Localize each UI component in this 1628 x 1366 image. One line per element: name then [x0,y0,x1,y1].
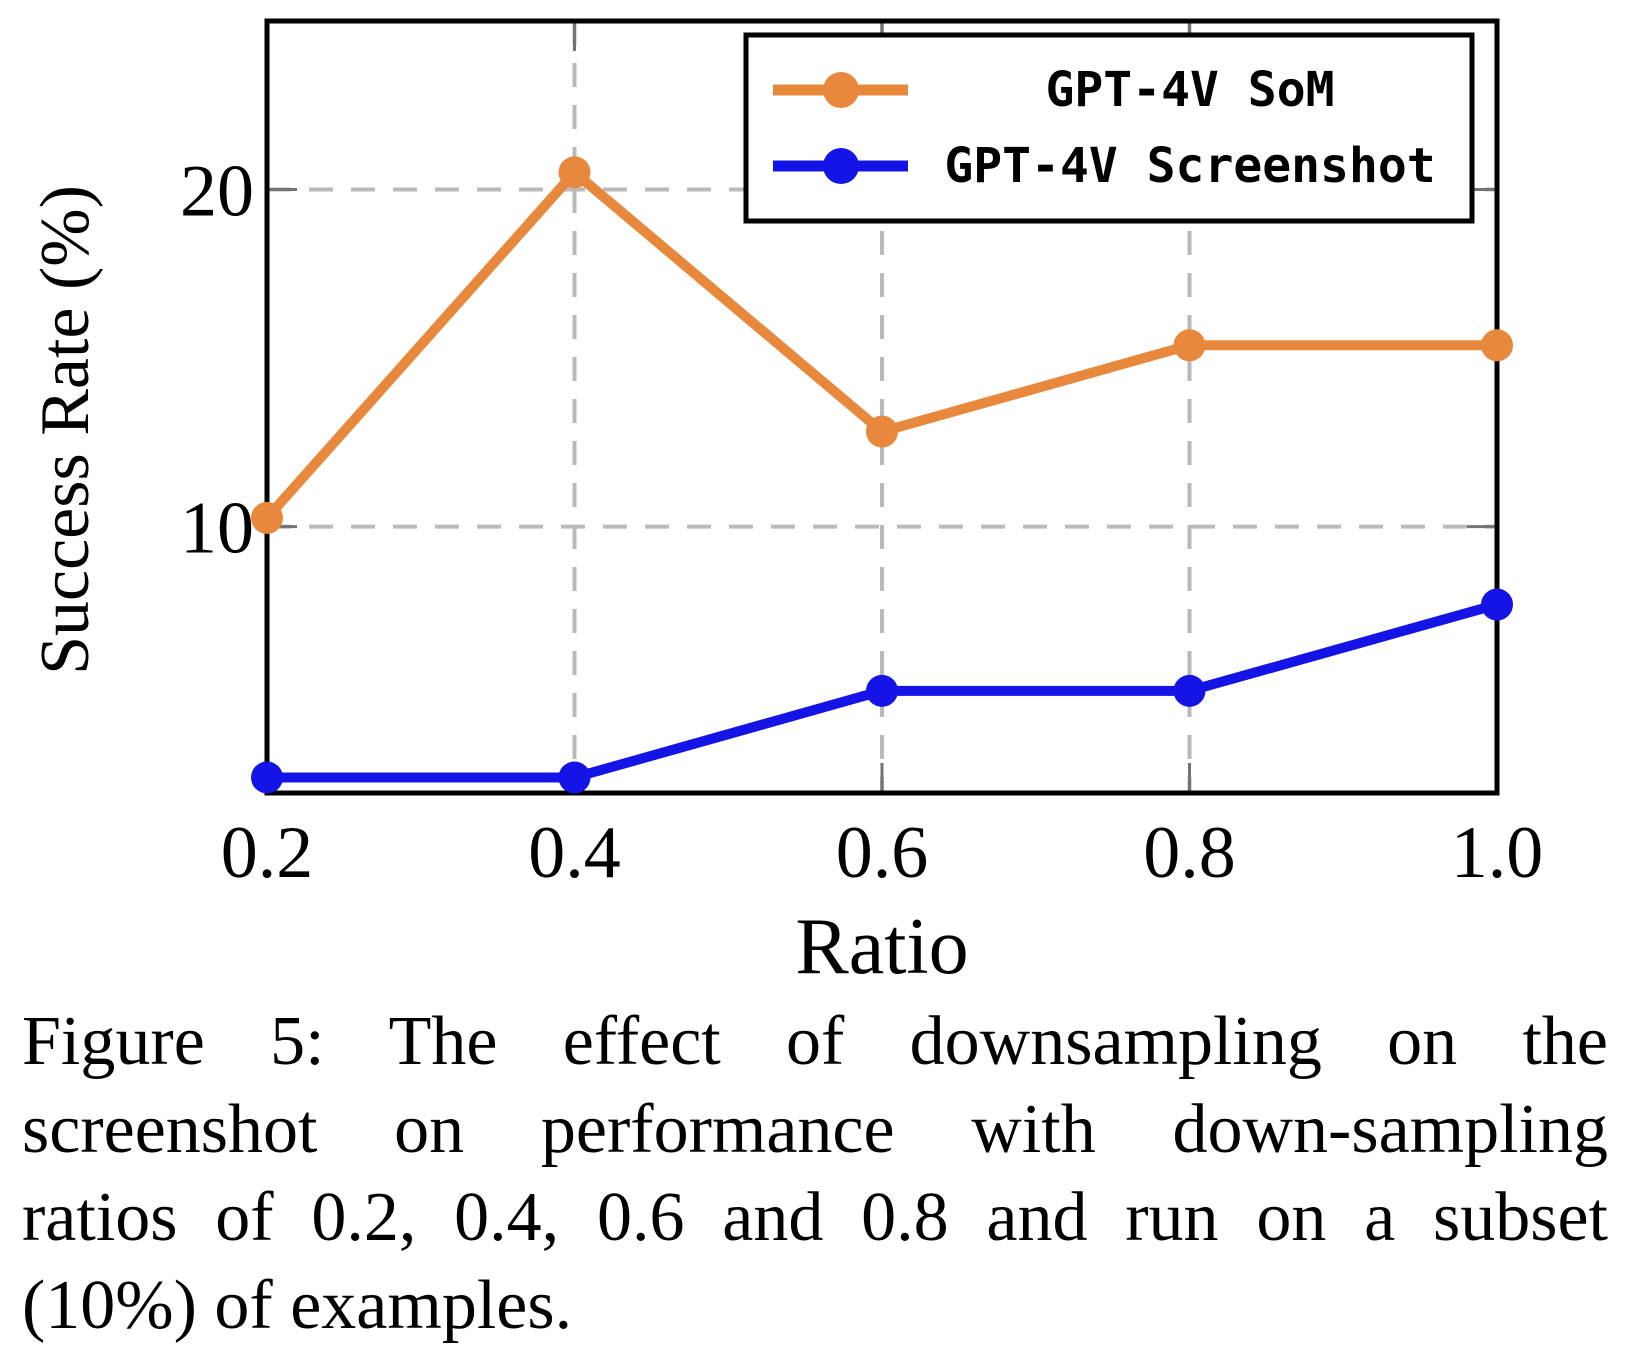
caption-line-2: screenshot on performance with down-samp… [22,1091,1608,1168]
x-axis-label: Ratio [795,903,968,990]
data-point [1481,588,1513,621]
caption-line-1: Figure 5: The effect of downsampling on … [22,1003,1608,1080]
x-tick-label: 0.4 [528,812,621,894]
figure-caption: Figure 5: The effect of downsampling on … [22,998,1608,1350]
caption-line-3: ratios of 0.2, 0.4, 0.6 and 0.8 and run … [22,1179,1608,1256]
line-chart: GPT-4V SoM GPT-4V Screenshot 10 20 0.2 0.4 0.6… [27,18,1544,990]
x-tick-label: 0.8 [1143,812,1236,894]
legend-marker [823,72,859,108]
data-point [251,761,283,794]
x-tick-label: 0.6 [836,812,929,894]
legend-label: GPT-4V SoM [1046,62,1335,118]
data-point [1481,329,1513,362]
data-point [1173,674,1206,707]
y-tick-label: 10 [180,488,254,570]
legend-marker [823,148,859,184]
legend-box [743,32,1475,224]
data-point [866,674,898,707]
data-point [866,415,898,448]
data-point [558,761,591,794]
x-tick-label: 1.0 [1451,812,1544,894]
plot-border [264,18,1500,796]
series-line-gpt-4v-som [263,167,1497,522]
data-point [251,501,283,534]
caption-line-4: (10%) of examples. [22,1267,573,1344]
y-axis-label: Success Rate (%) [27,185,104,675]
x-tick-label: 0.2 [221,812,314,894]
legend-label: GPT-4V Screenshot [944,138,1435,194]
y-tick-label: 20 [180,150,254,232]
data-point [1173,329,1206,362]
data-point [558,156,591,189]
